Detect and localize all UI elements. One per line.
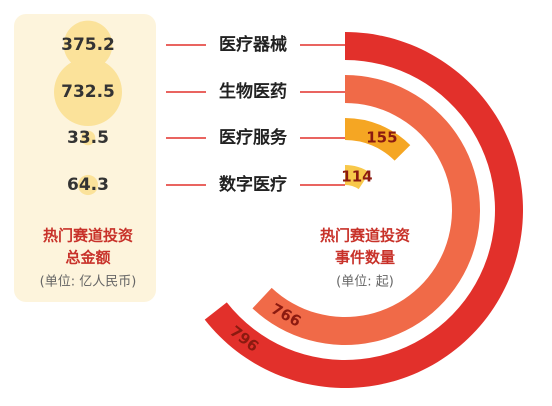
category-label: 数字医疗 — [219, 174, 287, 195]
category-label: 生物医药 — [219, 81, 287, 102]
category-label: 医疗服务 — [219, 127, 288, 148]
category-label: 医疗器械 — [219, 34, 287, 55]
amount-bubble — [63, 20, 113, 70]
amount-bubble — [77, 174, 99, 196]
amount-value-label: 33.5 — [67, 128, 109, 148]
events-title: 事件数量 — [335, 249, 395, 267]
event-arc — [345, 165, 370, 190]
event-value-label: 114 — [341, 168, 372, 186]
event-arc — [252, 75, 480, 345]
amount-value-label: 64.3 — [67, 175, 109, 195]
amount-value-label: 732.5 — [61, 82, 115, 102]
amount-bubble — [80, 130, 96, 146]
amount-unit: (单位: 亿人民币) — [40, 275, 137, 290]
event-arc — [345, 118, 411, 161]
amount-bubble — [54, 58, 122, 126]
events-title: 热门赛道投资 — [320, 227, 410, 245]
amount-title: 热门赛道投资 — [43, 227, 133, 245]
amount-title: 总金额 — [65, 249, 110, 267]
event-value-label: 155 — [366, 128, 397, 146]
events-unit: (单位: 起) — [336, 275, 394, 290]
amount-value-label: 375.2 — [61, 35, 115, 55]
